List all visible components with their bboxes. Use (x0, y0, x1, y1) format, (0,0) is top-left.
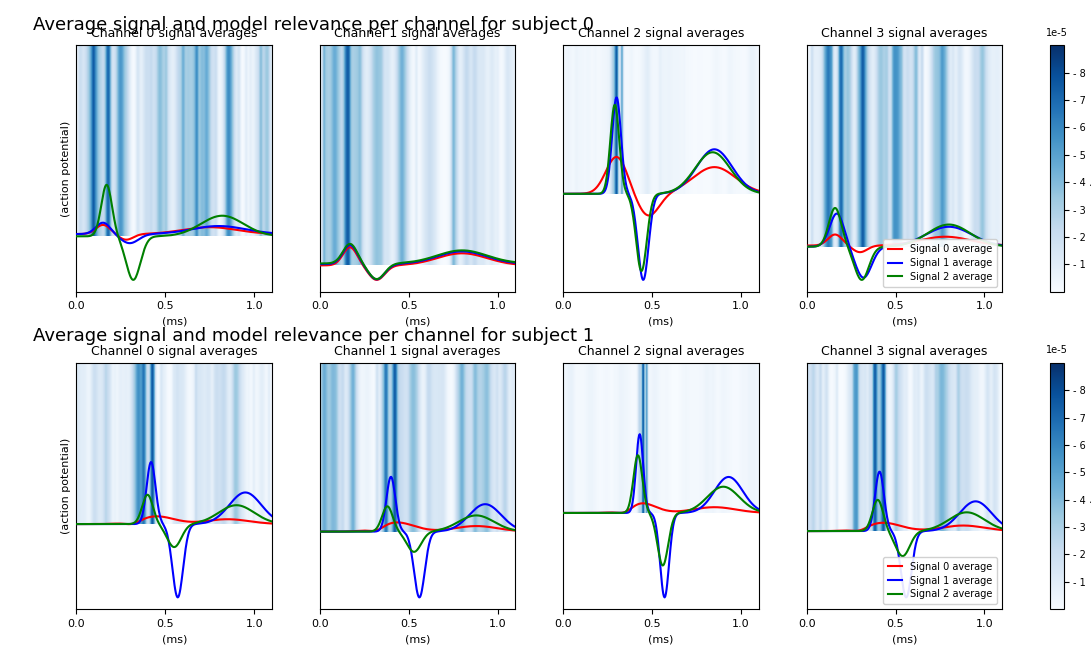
Line: Signal 1 average: Signal 1 average (806, 472, 1003, 597)
Signal 2 average (996, 242, 1009, 249)
Line: Signal 2 average: Signal 2 average (806, 208, 1003, 280)
Signal 1 average (830, 210, 843, 218)
Signal 2 average (918, 231, 931, 239)
X-axis label: (ms): (ms) (405, 317, 430, 327)
Signal 0 average (918, 235, 931, 243)
X-axis label: (ms): (ms) (161, 634, 187, 644)
Signal 0 average (801, 242, 814, 249)
Signal 0 average (801, 527, 814, 535)
Y-axis label: (action potential): (action potential) (61, 121, 71, 216)
Text: Average signal and model relevance per channel for subject 0: Average signal and model relevance per c… (33, 16, 594, 34)
Legend: Signal 0 average, Signal 1 average, Signal 2 average: Signal 0 average, Signal 1 average, Sign… (883, 239, 997, 286)
Text: 1e-5: 1e-5 (1046, 28, 1068, 38)
X-axis label: (ms): (ms) (891, 634, 918, 644)
Signal 1 average (996, 520, 1009, 527)
Signal 1 average (996, 242, 1009, 249)
Title: Channel 1 signal averages: Channel 1 signal averages (335, 27, 501, 40)
Signal 2 average (918, 526, 931, 534)
Text: 1e-5: 1e-5 (1046, 345, 1068, 356)
X-axis label: (ms): (ms) (891, 317, 918, 327)
Signal 1 average (918, 527, 931, 535)
Signal 2 average (921, 229, 934, 237)
Title: Channel 2 signal averages: Channel 2 signal averages (578, 27, 744, 40)
Signal 2 average (967, 509, 980, 517)
Signal 0 average (854, 248, 867, 256)
Signal 0 average (921, 235, 934, 242)
Signal 1 average (918, 232, 931, 240)
Signal 0 average (967, 237, 980, 245)
Signal 2 average (855, 276, 868, 284)
Signal 1 average (921, 230, 934, 238)
Signal 0 average (978, 524, 991, 531)
Title: Channel 3 signal averages: Channel 3 signal averages (822, 27, 987, 40)
Line: Signal 0 average: Signal 0 average (806, 523, 1003, 531)
Signal 2 average (801, 527, 814, 535)
Signal 0 average (996, 241, 1009, 249)
Signal 2 average (918, 232, 931, 240)
Signal 1 average (873, 468, 886, 476)
Signal 0 average (918, 526, 931, 533)
Title: Channel 0 signal averages: Channel 0 signal averages (91, 345, 257, 358)
Signal 2 average (800, 243, 813, 251)
Title: Channel 3 signal averages: Channel 3 signal averages (822, 345, 987, 358)
Title: Channel 1 signal averages: Channel 1 signal averages (335, 345, 501, 358)
Title: Channel 2 signal averages: Channel 2 signal averages (578, 345, 744, 358)
Signal 1 average (918, 231, 931, 239)
Signal 1 average (800, 527, 813, 535)
Signal 1 average (967, 498, 980, 505)
Signal 1 average (979, 237, 992, 245)
Signal 2 average (979, 516, 992, 524)
Signal 0 average (979, 239, 992, 247)
Line: Signal 1 average: Signal 1 average (806, 214, 1003, 277)
Signal 1 average (918, 527, 931, 535)
Line: Signal 2 average: Signal 2 average (806, 500, 1003, 556)
X-axis label: (ms): (ms) (648, 317, 674, 327)
Signal 2 average (828, 204, 841, 212)
Signal 1 average (979, 502, 992, 510)
Signal 0 average (996, 526, 1009, 534)
Text: Average signal and model relevance per channel for subject 1: Average signal and model relevance per c… (33, 327, 594, 345)
Signal 2 average (872, 496, 885, 503)
Signal 2 average (996, 525, 1009, 533)
Y-axis label: (action potential): (action potential) (61, 438, 71, 534)
X-axis label: (ms): (ms) (161, 317, 187, 327)
Signal 2 average (800, 527, 813, 535)
Signal 0 average (921, 526, 934, 533)
Signal 0 average (916, 526, 930, 533)
Signal 0 average (966, 522, 979, 530)
Title: Channel 0 signal averages: Channel 0 signal averages (91, 27, 257, 40)
X-axis label: (ms): (ms) (648, 634, 674, 644)
Signal 2 average (967, 231, 980, 238)
Signal 2 average (979, 238, 992, 246)
Signal 1 average (800, 243, 813, 251)
Signal 1 average (899, 594, 912, 601)
Signal 1 average (858, 273, 871, 281)
Line: Signal 0 average: Signal 0 average (806, 235, 1003, 252)
Signal 0 average (877, 519, 890, 527)
Signal 2 average (921, 526, 934, 533)
Signal 1 average (921, 527, 934, 535)
Signal 0 average (828, 231, 841, 238)
Signal 1 average (801, 527, 814, 535)
Signal 0 average (800, 527, 813, 535)
Signal 0 average (918, 236, 931, 244)
Signal 1 average (801, 243, 814, 251)
Signal 2 average (801, 243, 814, 251)
Signal 1 average (967, 231, 980, 239)
Signal 2 average (918, 526, 931, 534)
Legend: Signal 0 average, Signal 1 average, Signal 2 average: Signal 0 average, Signal 1 average, Sign… (883, 557, 997, 604)
X-axis label: (ms): (ms) (405, 634, 430, 644)
Signal 2 average (896, 552, 909, 560)
Signal 0 average (800, 242, 813, 249)
